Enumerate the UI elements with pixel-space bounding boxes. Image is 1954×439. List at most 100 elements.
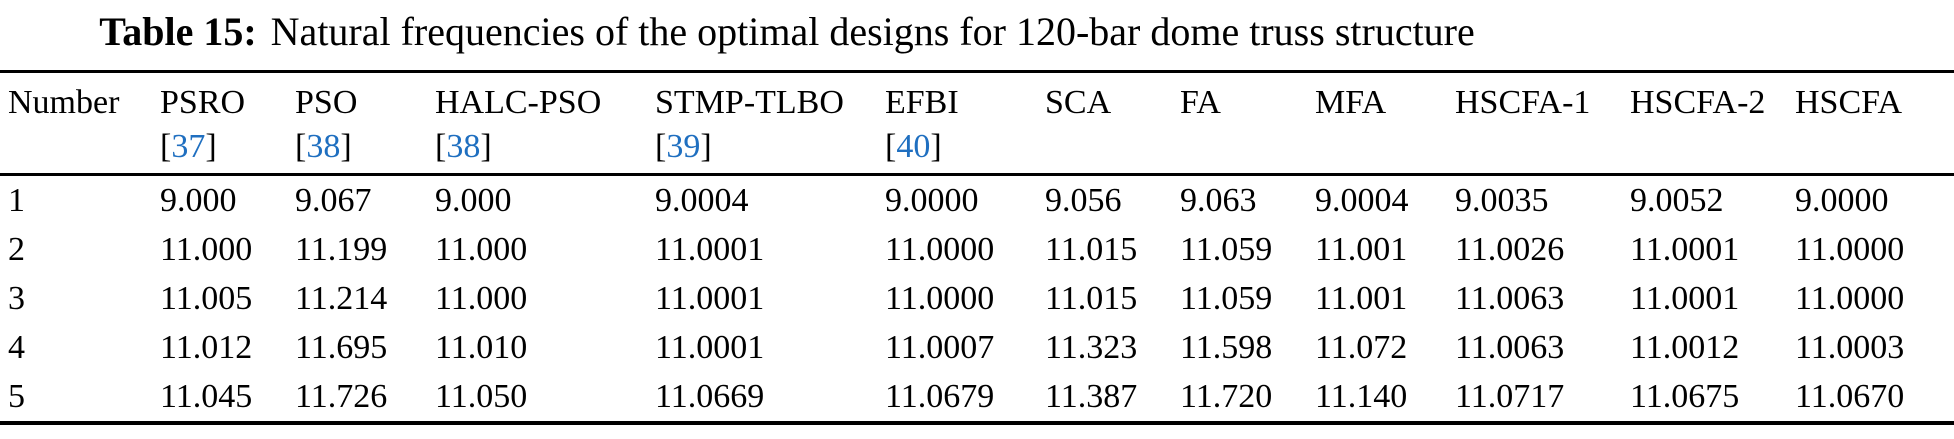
column-header-efbi: EFBI [40] <box>877 71 1037 176</box>
frequency-value-cell: 11.072 <box>1315 329 1408 366</box>
frequency-value-cell: 9.0004 <box>1315 182 1409 219</box>
column-name: FA <box>1180 84 1221 121</box>
frequency-value-cell: 11.0012 <box>1630 329 1740 366</box>
column-header-fa: FA <box>1172 71 1307 176</box>
frequency-value-cell: 11.045 <box>160 378 253 415</box>
frequency-value-cell: 11.323 <box>1045 329 1138 366</box>
column-name: HALC-PSO <box>435 84 602 121</box>
frequency-value-cell: 11.0026 <box>1455 231 1565 268</box>
frequency-value-cell: 11.598 <box>1180 329 1273 366</box>
column-name: HSCFA <box>1795 84 1903 121</box>
frequency-value-cell: 9.0035 <box>1455 182 1549 219</box>
column-name: PSO <box>295 84 358 121</box>
column-citation: [39] <box>655 128 712 165</box>
frequency-value-cell: 11.0001 <box>655 231 765 268</box>
column-header-number: Number <box>0 71 152 176</box>
row-number-cell: 1 <box>8 182 25 219</box>
frequency-value-cell: 11.015 <box>1045 231 1138 268</box>
frequency-value-cell: 11.050 <box>435 378 528 415</box>
frequency-value-cell: 9.000 <box>160 182 237 219</box>
citation-link[interactable]: 37 <box>171 128 206 165</box>
column-name: EFBI <box>885 84 959 121</box>
column-header-halc-pso: HALC-PSO [38] <box>427 71 647 176</box>
frequency-value-cell: 11.0063 <box>1455 329 1565 366</box>
natural-frequencies-table: Number PSRO [37] PSO [38] HALC-PSO [38] STMP-TL… <box>0 70 1954 425</box>
column-name: Number <box>8 84 120 121</box>
frequency-value-cell: 11.0670 <box>1795 378 1905 415</box>
row-number-cell: 4 <box>8 329 25 366</box>
frequency-value-cell: 11.001 <box>1315 280 1408 317</box>
column-name: HSCFA-1 <box>1455 84 1591 121</box>
table-caption: Table 15: Natural frequencies of the opti… <box>0 6 1574 58</box>
frequency-value-cell: 11.0001 <box>1630 280 1740 317</box>
frequency-value-cell: 9.063 <box>1180 182 1257 219</box>
table-row: 2 11.000 11.199 11.000 11.0001 11.0000 11.015 1… <box>0 225 1954 274</box>
column-header-pso: PSO [38] <box>287 71 427 176</box>
frequency-value-cell: 11.0001 <box>655 280 765 317</box>
frequency-value-cell: 9.0000 <box>1795 182 1889 219</box>
column-citation: [40] <box>885 128 942 165</box>
frequency-value-cell: 11.214 <box>295 280 388 317</box>
frequency-value-cell: 11.726 <box>295 378 388 415</box>
frequency-value-cell: 11.059 <box>1180 231 1273 268</box>
frequency-value-cell: 9.056 <box>1045 182 1122 219</box>
row-number-cell: 2 <box>8 231 25 268</box>
column-name: PSRO <box>160 84 246 121</box>
column-header-mfa: MFA <box>1307 71 1447 176</box>
column-name: HSCFA-2 <box>1630 84 1766 121</box>
frequency-value-cell: 11.0000 <box>1795 231 1905 268</box>
header-row: Number PSRO [37] PSO [38] HALC-PSO [38] STMP-TL… <box>0 71 1954 176</box>
frequency-value-cell: 11.0679 <box>885 378 995 415</box>
frequency-value-cell: 11.0669 <box>655 378 765 415</box>
frequency-value-cell: 9.067 <box>295 182 372 219</box>
row-number-cell: 3 <box>8 280 25 317</box>
column-header-hscfa-1: HSCFA-1 <box>1447 71 1622 176</box>
table-caption-label: Table 15: <box>99 9 257 54</box>
frequency-value-cell: 11.005 <box>160 280 253 317</box>
table-row: 4 11.012 11.695 11.010 11.0001 11.0007 11.323 1… <box>0 323 1954 372</box>
frequency-value-cell: 11.012 <box>160 329 253 366</box>
column-header-sca: SCA <box>1037 71 1172 176</box>
frequency-value-cell: 11.001 <box>1315 231 1408 268</box>
frequency-value-cell: 9.000 <box>435 182 512 219</box>
frequency-value-cell: 11.0001 <box>655 329 765 366</box>
frequency-value-cell: 11.000 <box>435 280 528 317</box>
frequency-value-cell: 11.000 <box>435 231 528 268</box>
frequency-value-cell: 11.000 <box>160 231 253 268</box>
column-name: STMP-TLBO <box>655 84 844 121</box>
citation-link[interactable]: 38 <box>306 128 341 165</box>
frequency-value-cell: 9.0052 <box>1630 182 1724 219</box>
frequency-value-cell: 11.199 <box>295 231 388 268</box>
frequency-value-cell: 11.0000 <box>885 280 995 317</box>
frequency-value-cell: 11.0000 <box>885 231 995 268</box>
citation-link[interactable]: 39 <box>666 128 701 165</box>
frequency-value-cell: 11.0000 <box>1795 280 1905 317</box>
frequency-value-cell: 11.0003 <box>1795 329 1905 366</box>
citation-link[interactable]: 38 <box>446 128 481 165</box>
frequency-value-cell: 11.387 <box>1045 378 1138 415</box>
frequency-value-cell: 9.0000 <box>885 182 979 219</box>
table-row: 1 9.000 9.067 9.000 9.0004 9.0000 9.056 9.063 9.… <box>0 175 1954 226</box>
column-name: SCA <box>1045 84 1112 121</box>
frequency-value-cell: 11.0717 <box>1455 378 1565 415</box>
row-number-cell: 5 <box>8 378 25 415</box>
frequency-value-cell: 11.0001 <box>1630 231 1740 268</box>
column-header-hscfa: HSCFA <box>1787 71 1954 176</box>
frequency-value-cell: 11.0675 <box>1630 378 1740 415</box>
column-citation: [38] <box>435 128 492 165</box>
frequency-value-cell: 11.140 <box>1315 378 1408 415</box>
column-citation: [37] <box>160 128 217 165</box>
frequency-value-cell: 11.695 <box>295 329 388 366</box>
column-citation: [38] <box>295 128 352 165</box>
column-name: MFA <box>1315 84 1387 121</box>
column-header-psro: PSRO [37] <box>152 71 287 176</box>
column-header-stmp-tlbo: STMP-TLBO [39] <box>647 71 877 176</box>
frequency-value-cell: 11.010 <box>435 329 528 366</box>
table-row: 3 11.005 11.214 11.000 11.0001 11.0000 11.015 1… <box>0 274 1954 323</box>
citation-link[interactable]: 40 <box>896 128 931 165</box>
frequency-value-cell: 11.015 <box>1045 280 1138 317</box>
frequency-value-cell: 11.0007 <box>885 329 995 366</box>
frequency-value-cell: 11.059 <box>1180 280 1273 317</box>
frequency-value-cell: 11.0063 <box>1455 280 1565 317</box>
table-row: 5 11.045 11.726 11.050 11.0669 11.0679 11.387 1… <box>0 372 1954 423</box>
